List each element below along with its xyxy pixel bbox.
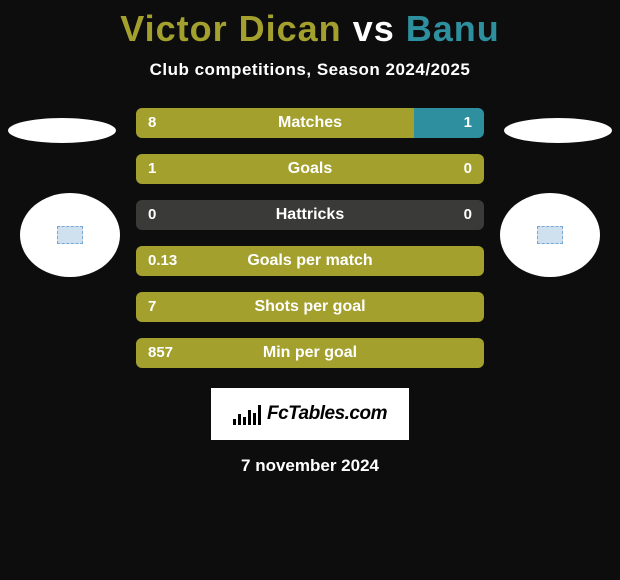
vs-text: vs xyxy=(353,8,395,49)
bars-container: Matches81 Goals10 Hattricks0 0 Goals per mat… xyxy=(136,108,484,384)
chart-area: Matches81 Goals10 Hattricks0 0 Goals per mat… xyxy=(0,108,620,368)
page-title: Victor Dican vs Banu xyxy=(0,0,620,50)
bar-segment-left xyxy=(136,338,484,368)
date-text: 7 november 2024 xyxy=(0,456,620,476)
stat-row: Min per goal857 xyxy=(136,338,484,368)
fctables-logo: FcTables.com xyxy=(211,388,409,440)
stat-value-left: 0 xyxy=(148,200,156,230)
bar-segment-left xyxy=(136,246,484,276)
flag-placeholder-icon xyxy=(57,226,83,244)
stat-row: Shots per goal7 xyxy=(136,292,484,322)
team-logo-right xyxy=(500,193,600,277)
logo-text: FcTables.com xyxy=(267,403,387,425)
bar-segment-left xyxy=(136,292,484,322)
ellipse-right-icon xyxy=(504,118,612,143)
stat-value-right: 0 xyxy=(464,200,472,230)
bar-segment-left xyxy=(136,108,414,138)
ellipse-left-icon xyxy=(8,118,116,143)
player2-name: Banu xyxy=(406,8,500,49)
stat-row: Goals10 xyxy=(136,154,484,184)
subtitle: Club competitions, Season 2024/2025 xyxy=(0,60,620,80)
bar-segment-right xyxy=(414,108,484,138)
flag-placeholder-icon xyxy=(537,226,563,244)
stat-label: Hattricks xyxy=(136,200,484,230)
player1-name: Victor Dican xyxy=(120,8,341,49)
stat-row: Goals per match0.13 xyxy=(136,246,484,276)
team-logo-left xyxy=(20,193,120,277)
stat-row: Hattricks0 0 xyxy=(136,200,484,230)
logo-bars-icon xyxy=(233,403,261,425)
stat-row: Matches81 xyxy=(136,108,484,138)
bar-segment-left xyxy=(136,154,484,184)
